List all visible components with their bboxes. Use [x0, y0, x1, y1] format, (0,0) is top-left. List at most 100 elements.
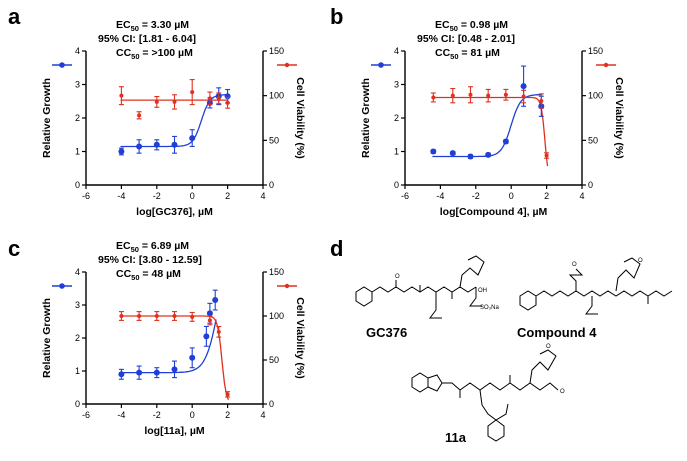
- annotation-cc50: CC50 = >100 µM: [116, 47, 193, 61]
- growth-data-point: [118, 148, 125, 155]
- legend-viability-marker: [284, 62, 290, 68]
- panel-letter-a: a: [8, 4, 21, 29]
- y-tick-label-right: 0: [269, 399, 274, 409]
- annotation-cc50: CC50 = 48 µM: [116, 268, 181, 282]
- y-tick-label-right: 50: [269, 135, 279, 145]
- x-tick-label: 4: [260, 410, 265, 420]
- growth-data-point: [430, 148, 437, 155]
- x-tick-label: -4: [117, 410, 125, 420]
- x-axis-label: log[GC376], µM: [136, 206, 213, 218]
- annotation-ci: 95% CI: [3.80 - 12.59]: [98, 254, 202, 266]
- structure-compound-4: O O: [519, 257, 673, 315]
- y-tick-label-right: 100: [269, 91, 284, 101]
- legend-growth-marker: [378, 62, 384, 68]
- viability-data-point: [503, 92, 508, 97]
- viability-data-point: [216, 96, 221, 101]
- viability-data-point: [119, 93, 124, 98]
- annotation-ci: 95% CI: [0.48 - 2.01]: [417, 33, 515, 45]
- viability-fit-curve: [432, 96, 549, 167]
- structure-gc376: O SO₃Na OH: [355, 255, 499, 319]
- y-tick-label-right: 150: [269, 267, 284, 277]
- y-tick-label-left: 4: [75, 46, 80, 56]
- atom-oh: OH: [478, 288, 487, 294]
- y-tick-label-right: 50: [588, 135, 598, 145]
- x-tick-label: -4: [117, 191, 125, 201]
- compound-label-gc376: GC376: [366, 325, 407, 340]
- y-tick-label-left: 2: [75, 333, 80, 343]
- viability-data-point: [137, 314, 142, 318]
- y-tick-label-left: 0: [75, 180, 80, 190]
- viability-data-point: [225, 392, 230, 397]
- atom-o-11a: O: [546, 344, 551, 350]
- x-tick-label: -4: [436, 191, 444, 201]
- atom-so3: SO₃Na: [480, 305, 499, 311]
- y-tick-label-left: 2: [394, 113, 399, 123]
- viability-data-point: [468, 92, 473, 97]
- y-tick-label-left: 0: [394, 180, 399, 190]
- y-tick-label-left: 1: [75, 366, 80, 376]
- y-tick-label-left: 0: [75, 399, 80, 409]
- panel-letter-c: c: [8, 236, 20, 261]
- y-tick-label-right: 0: [269, 180, 274, 190]
- y-axis-label-right: Cell Viability (%): [294, 297, 306, 379]
- annotation-ec50: EC50 = 6.89 µM: [116, 240, 189, 254]
- atom-o-lactam: O: [638, 258, 643, 264]
- annotation-ec50: EC50 = 3.30 µM: [116, 19, 189, 33]
- annotation-cc50: CC50 = 81 µM: [435, 47, 500, 61]
- growth-data-point: [449, 150, 456, 157]
- legend-growth-marker: [59, 283, 65, 289]
- viability-data-point: [216, 329, 221, 334]
- x-tick-label: 2: [544, 191, 549, 201]
- compound-label-compound-4: Compound 4: [517, 325, 597, 340]
- viability-data-point: [521, 94, 526, 99]
- growth-data-point: [153, 141, 160, 148]
- viability-data-point: [154, 99, 159, 104]
- growth-data-point: [467, 153, 474, 160]
- y-tick-label-left: 3: [394, 80, 399, 90]
- viability-data-point: [154, 314, 159, 318]
- y-tick-label-left: 1: [394, 147, 399, 157]
- viability-data-point: [172, 99, 177, 104]
- growth-data-point: [153, 369, 160, 376]
- viability-data-point: [190, 314, 195, 319]
- viability-data-point: [207, 96, 212, 101]
- y-tick-label-right: 100: [269, 311, 284, 321]
- x-tick-label: 4: [260, 191, 265, 201]
- growth-fit-curve: [432, 93, 543, 158]
- viability-fit-curve: [120, 315, 230, 401]
- growth-data-point: [189, 135, 196, 142]
- x-tick-label: -2: [472, 191, 480, 201]
- viability-data-point: [544, 153, 549, 158]
- annotation-ci: 95% CI: [1.81 - 6.04]: [98, 33, 196, 45]
- y-tick-label-left: 1: [75, 147, 80, 157]
- growth-data-point: [189, 354, 196, 361]
- viability-data-point: [225, 100, 230, 105]
- growth-data-point: [206, 310, 213, 317]
- x-tick-label: 2: [225, 410, 230, 420]
- growth-data-point: [212, 297, 219, 304]
- viability-data-point: [431, 95, 436, 100]
- x-axis-label: log[11a], µM: [144, 425, 205, 437]
- y-tick-label-right: 100: [588, 91, 603, 101]
- structure-11a: O O: [411, 344, 565, 442]
- x-tick-label: -6: [82, 191, 90, 201]
- legend-viability-marker: [603, 62, 609, 68]
- growth-data-point: [118, 371, 125, 378]
- growth-data-point: [485, 151, 492, 158]
- viability-data-point: [539, 99, 544, 104]
- viability-data-point: [137, 113, 142, 118]
- annotation-ec50: EC50 = 0.98 µM: [435, 19, 508, 33]
- atom-otbu: O: [572, 262, 577, 268]
- viability-data-point: [119, 314, 124, 318]
- x-tick-label: -2: [153, 191, 161, 201]
- viability-data-point: [172, 314, 177, 318]
- y-tick-label-left: 4: [75, 267, 80, 277]
- y-axis-label-left: Relative Growth: [41, 78, 53, 158]
- growth-fit-curve: [120, 319, 217, 374]
- growth-data-point: [520, 83, 527, 90]
- y-tick-label-left: 4: [394, 46, 399, 56]
- panel-letter-b: b: [330, 4, 343, 29]
- panel-letter-d: d: [330, 236, 343, 261]
